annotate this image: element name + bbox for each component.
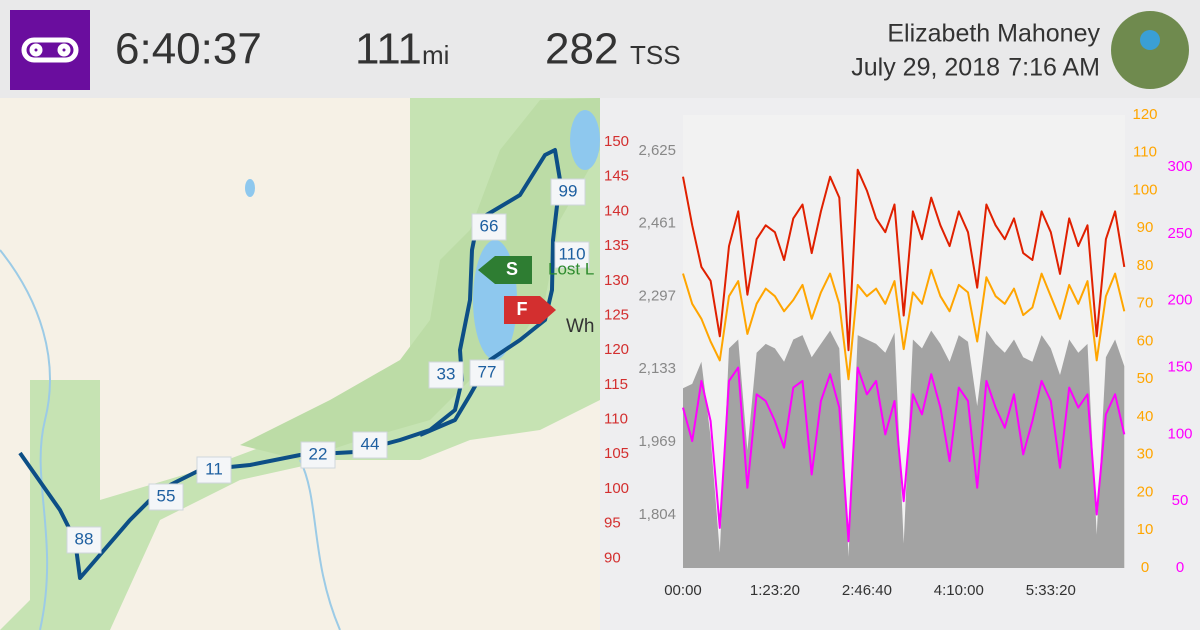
- x-tick-label: 4:10:00: [934, 582, 984, 599]
- tick-label-y2: 135: [604, 237, 629, 254]
- series-line: [682, 168, 1126, 352]
- tss: 282: [545, 25, 618, 74]
- tick-label-y2: 140: [604, 202, 629, 219]
- tick-label-y: 1,969: [638, 433, 676, 450]
- marker-label: 22: [309, 444, 328, 463]
- tick-label-y: 2,133: [638, 360, 676, 377]
- marker-box: [352, 431, 388, 459]
- tick-label-y4: 50: [1172, 492, 1189, 509]
- start-label: S: [506, 259, 518, 279]
- tick-label-y3: 40: [1137, 408, 1154, 425]
- map: 99 66 110 33 77 22 44 11 55 88 S F Lost L Wh: [0, 98, 600, 630]
- time: 7:16 AM: [1008, 54, 1100, 82]
- place-label: Lost L: [548, 259, 594, 278]
- tick-label-y4: 250: [1167, 225, 1192, 242]
- marker-label: 33: [437, 364, 456, 383]
- tick-label-y4: 150: [1167, 359, 1192, 376]
- tick-label-y3: 10: [1137, 521, 1154, 538]
- marker-label: 110: [558, 244, 585, 263]
- marker-label: 77: [478, 362, 497, 381]
- tick-label-y2: 105: [604, 445, 629, 462]
- x-tick-label: 5:33:20: [1026, 582, 1076, 599]
- marker-box: [471, 213, 507, 241]
- chart: 1,8041,9692,1332,2972,4612,6259095100105…: [604, 106, 1193, 599]
- marker-box: [148, 483, 184, 511]
- tick-label-y2: 130: [604, 272, 629, 289]
- tick-label-y: 2,297: [638, 287, 676, 304]
- tick-label-y3: 100: [1132, 181, 1157, 198]
- tick-label-y2: 120: [604, 341, 629, 358]
- tick-label-y2: 145: [604, 168, 629, 185]
- tick-label-y: 1,804: [638, 506, 676, 523]
- tick-label-y2: 110: [604, 411, 628, 428]
- distance: 111: [355, 25, 422, 74]
- finish-label: F: [517, 299, 528, 319]
- marker-box: [469, 359, 505, 387]
- creek: [299, 459, 341, 630]
- header-bar: [0, 0, 1200, 98]
- marker-box: [550, 178, 586, 206]
- marker-label: 99: [559, 181, 578, 200]
- tick-label-y3: 70: [1137, 295, 1154, 312]
- lake: [570, 110, 600, 170]
- tick-label-y4: 100: [1167, 425, 1192, 442]
- marker-box: [300, 441, 336, 469]
- marker-label: 88: [75, 529, 94, 548]
- river: [0, 249, 51, 630]
- place-label: Wh: [566, 316, 595, 337]
- marker-box: [66, 526, 102, 554]
- tick-label-y2: 95: [604, 515, 621, 532]
- tick-label-y3: 90: [1137, 219, 1154, 236]
- tick-label-y3: 60: [1137, 332, 1154, 349]
- tick-label-y3: 80: [1137, 257, 1154, 274]
- tick-label-y4: 0: [1176, 559, 1184, 576]
- tick-label-y3: 120: [1132, 106, 1157, 123]
- tick-label-y3: 0: [1141, 559, 1149, 576]
- tick-label-y2: 100: [604, 480, 629, 497]
- finish-flag: [504, 296, 556, 324]
- valley: [240, 98, 600, 460]
- series-line: [682, 268, 1126, 381]
- marker-label: 44: [361, 434, 380, 453]
- duration: 6:40:37: [115, 25, 262, 74]
- pond: [245, 179, 255, 197]
- tick-label-y2: 125: [604, 306, 629, 323]
- x-tick-label: 2:46:40: [842, 582, 892, 599]
- tick-label-y3: 30: [1137, 446, 1154, 463]
- distance-unit: mi: [422, 40, 449, 70]
- tick-label-y3: 110: [1133, 144, 1157, 161]
- marker-box: [428, 361, 464, 389]
- tick-label-y4: 300: [1167, 158, 1192, 175]
- date: July 29, 2018: [851, 54, 1000, 82]
- x-tick-label: 1:23:20: [750, 582, 800, 599]
- marker-label: 55: [157, 486, 176, 505]
- tick-label-y: 2,625: [638, 142, 676, 159]
- series-line: [682, 366, 1126, 543]
- tick-label-y2: 115: [604, 376, 628, 393]
- tick-label-y4: 200: [1167, 292, 1192, 309]
- tick-label-y: 2,461: [638, 215, 676, 232]
- tss-unit: TSS: [630, 40, 681, 70]
- marker-box: [196, 456, 232, 484]
- tick-label-y2: 90: [604, 549, 621, 566]
- x-tick-label: 00:00: [664, 582, 702, 599]
- avatar-figure: [1140, 30, 1160, 50]
- tick-label-y2: 150: [604, 133, 629, 150]
- marker-label: 11: [205, 459, 223, 478]
- chain-icon: [21, 37, 79, 63]
- athlete-name: Elizabeth Mahoney: [887, 20, 1100, 48]
- marker-label: 66: [480, 216, 499, 235]
- start-flag: [478, 256, 532, 284]
- marker-box: [554, 241, 590, 269]
- tick-label-y3: 20: [1137, 483, 1154, 500]
- tick-label-y3: 50: [1137, 370, 1154, 387]
